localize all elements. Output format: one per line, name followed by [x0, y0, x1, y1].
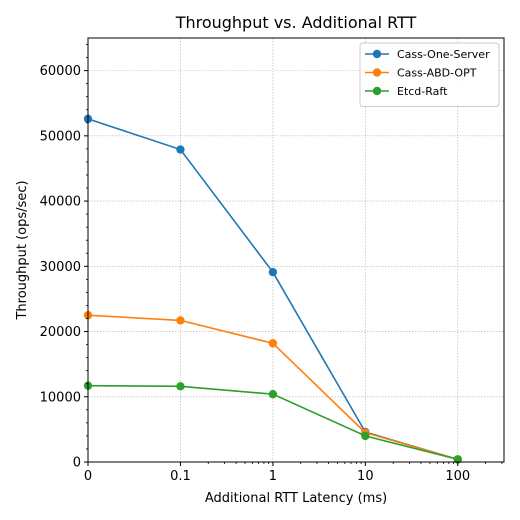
- legend-box: [359, 42, 500, 107]
- x-axis-label: Additional RTT Latency (ms): [205, 491, 387, 506]
- chart-title: Throughput vs. Additional RTT: [175, 13, 417, 32]
- data-point: [268, 389, 278, 399]
- data-point: [268, 339, 278, 348]
- x-tick-label: 0.1: [170, 469, 191, 484]
- y-tick-label: 50000: [40, 129, 81, 144]
- x-tick-label: 1: [269, 469, 277, 484]
- legend-marker: [372, 86, 382, 96]
- legend-entry: Cass-One-Server: [397, 48, 490, 61]
- x-tick-label: 100: [445, 469, 470, 484]
- x-tick-label: 0: [84, 469, 92, 484]
- data-point: [176, 382, 185, 391]
- y-tick-label: 0: [73, 456, 81, 471]
- data-point: [453, 455, 462, 464]
- x-tick-label: 10: [357, 469, 374, 484]
- data-point: [176, 316, 185, 325]
- data-point: [268, 267, 278, 277]
- legend-entry: Cass-ABD-OPT: [397, 67, 477, 80]
- y-axis-label: Throughput (ops/sec): [15, 180, 30, 320]
- data-point: [361, 431, 370, 441]
- y-tick-label: 10000: [40, 390, 81, 405]
- legend-entry: Etcd-Raft: [397, 85, 448, 98]
- plot-frame: [87, 37, 505, 463]
- y-tick-label: 30000: [40, 260, 81, 275]
- legend-marker: [372, 68, 382, 77]
- data-point: [176, 145, 185, 154]
- series-layer: [83, 114, 462, 464]
- legend: Cass-One-Server Cass-ABD-OPT Etcd-Raft: [359, 42, 500, 107]
- legend-marker: [372, 49, 382, 59]
- axes: 0 10000 20000 30000 40000 50000 60000 0 0.1 1 10 10…: [40, 44, 503, 484]
- y-tick-label: 20000: [40, 325, 81, 340]
- y-tick-label: 60000: [40, 64, 81, 79]
- y-tick-label: 40000: [40, 195, 81, 210]
